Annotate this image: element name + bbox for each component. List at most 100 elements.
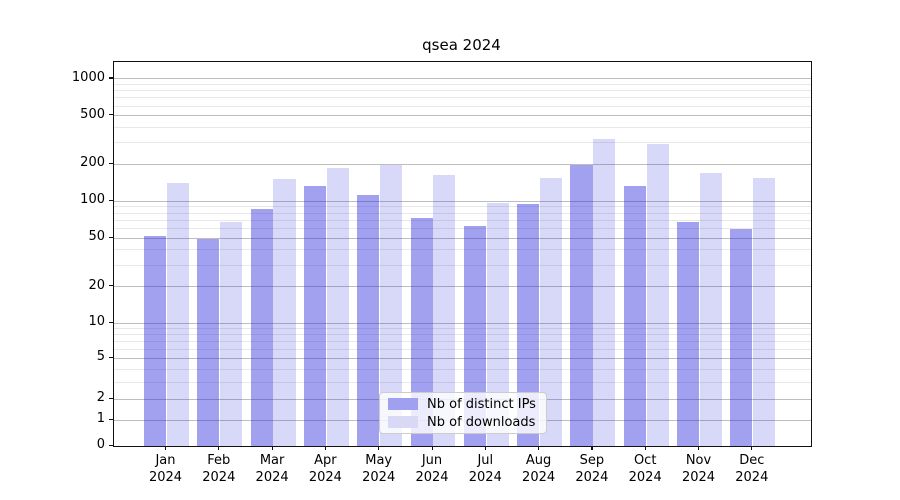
major-gridline: [114, 163, 811, 165]
minor-gridline: [114, 97, 811, 99]
legend-label: Nb of downloads: [427, 414, 536, 430]
bar-downloads-jan: [166, 182, 189, 446]
legend-swatch-distinct-ips: [388, 398, 418, 410]
bar-downloads-mar: [273, 179, 296, 446]
bar-distinct-ips-jun: [410, 217, 433, 446]
x-tick: [378, 446, 380, 450]
month-label: Jul: [477, 453, 494, 468]
year-label: 2024: [415, 470, 449, 485]
y-tick-label: 200: [80, 155, 105, 171]
major-gridline: [114, 237, 811, 239]
month-label: Mar: [259, 453, 285, 468]
month-label: Nov: [685, 453, 712, 468]
x-tick-label: Jan 2024: [135, 452, 197, 486]
x-tick: [431, 446, 433, 450]
y-tick: [109, 444, 113, 446]
x-tick-label: Aug 2024: [508, 452, 570, 486]
major-gridline: [114, 78, 811, 80]
x-tick: [271, 446, 273, 450]
month-label: May: [365, 453, 393, 468]
year-label: 2024: [255, 470, 289, 485]
bar-downloads-jul: [486, 203, 509, 446]
x-tick-label: Nov 2024: [668, 452, 730, 486]
bar-distinct-ips-nov: [677, 221, 700, 446]
y-tick-label: 100: [80, 192, 105, 208]
bar-distinct-ips-jul: [463, 225, 486, 446]
bar-distinct-ips-mar: [250, 208, 273, 446]
month-label: Jun: [421, 453, 443, 468]
bar-distinct-ips-oct: [623, 185, 646, 446]
year-label: 2024: [202, 470, 236, 485]
year-label: 2024: [681, 470, 716, 485]
minor-gridline: [114, 206, 811, 208]
year-label: 2024: [735, 470, 769, 485]
y-tick-label: 500: [80, 106, 105, 122]
chart-title: qsea 2024: [422, 36, 501, 54]
y-tick: [109, 397, 113, 399]
major-gridline: [114, 286, 811, 288]
minor-gridline: [114, 90, 811, 92]
year-label: 2024: [148, 470, 183, 485]
bar-downloads-may: [380, 165, 403, 446]
x-tick-label: Feb 2024: [188, 452, 250, 486]
minor-gridline: [114, 381, 811, 383]
month-label: Apr: [314, 453, 337, 468]
y-tick-label: 1: [96, 411, 105, 427]
x-tick: [484, 446, 486, 450]
minor-gridline: [114, 264, 811, 266]
year-label: 2024: [522, 470, 556, 485]
minor-gridline: [114, 212, 811, 214]
y-tick: [109, 162, 113, 165]
y-tick: [109, 199, 113, 201]
minor-gridline: [114, 334, 811, 336]
minor-gridline: [114, 105, 811, 107]
bar-distinct-ips-feb: [197, 239, 220, 446]
year-label: 2024: [362, 470, 396, 485]
month-label: Oct: [633, 453, 657, 468]
bar-distinct-ips-aug: [517, 203, 540, 446]
year-label: 2024: [308, 470, 342, 485]
y-tick-label: 50: [88, 229, 105, 245]
x-tick-label: Mar 2024: [241, 452, 303, 486]
legend-item-downloads: Nb of downloads: [388, 415, 538, 430]
x-tick: [218, 446, 220, 450]
x-tick-label: Oct 2024: [614, 452, 676, 486]
y-tick: [109, 285, 113, 287]
year-label: 2024: [628, 470, 662, 485]
month-label: Sep: [579, 453, 605, 468]
y-tick-label: 0: [96, 437, 105, 452]
y-tick: [109, 114, 113, 116]
x-tick-label: Dec 2024: [721, 452, 783, 486]
bar-downloads-jun: [433, 174, 456, 446]
x-tick: [591, 446, 593, 450]
plot-area: [113, 61, 812, 447]
y-tick-label: 2: [96, 390, 105, 406]
major-gridline: [114, 115, 811, 117]
minor-gridline: [114, 249, 811, 251]
y-tick-label: 5: [96, 349, 105, 365]
year-label: 2024: [575, 470, 609, 485]
legend-label: Nb of distinct IPs: [427, 396, 536, 412]
month-label: Feb: [207, 453, 231, 468]
minor-gridline: [114, 127, 811, 129]
bar-distinct-ips-jan: [144, 235, 167, 446]
y-tick: [109, 418, 113, 421]
x-tick: [644, 446, 646, 450]
x-tick-label: Jul 2024: [454, 452, 516, 486]
major-gridline: [114, 322, 811, 324]
major-gridline: [114, 357, 811, 359]
bar-downloads-feb: [220, 221, 243, 446]
y-tick-label: 20: [88, 277, 105, 293]
bar-distinct-ips-apr: [303, 186, 327, 446]
month-label: Dec: [739, 453, 765, 468]
legend: Nb of distinct IPs Nb of downloads: [379, 392, 547, 434]
y-tick: [109, 236, 113, 238]
bar-downloads-dec: [753, 177, 776, 446]
minor-gridline: [114, 368, 811, 370]
x-tick-label: Sep 2024: [561, 452, 623, 486]
y-tick-label: 1000: [71, 69, 105, 85]
bar-distinct-ips-may: [357, 194, 380, 446]
minor-gridline: [114, 341, 811, 343]
minor-gridline: [114, 83, 811, 85]
